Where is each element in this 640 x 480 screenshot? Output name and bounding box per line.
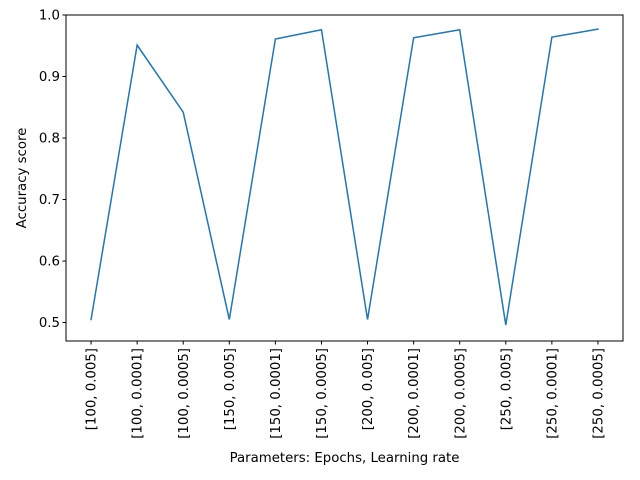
x-axis-label: Parameters: Epochs, Learning rate bbox=[230, 451, 460, 466]
x-tick-label: [250, 0.005] bbox=[499, 348, 514, 430]
y-tick-label: 0.7 bbox=[39, 193, 60, 208]
x-tick-label: [100, 0.0001] bbox=[131, 348, 146, 439]
axes-frame bbox=[65, 14, 624, 342]
y-tick-label: 0.8 bbox=[39, 132, 60, 147]
x-tick-label: [100, 0.005] bbox=[85, 348, 100, 430]
plot-area bbox=[90, 28, 599, 326]
y-axis-ticks: 0.5 0.6 0.7 0.8 0.9 1.0 bbox=[39, 9, 66, 331]
x-tick-label: [250, 0.0005] bbox=[592, 348, 607, 439]
x-tick-label: [200, 0.0001] bbox=[407, 348, 422, 439]
y-tick-label: 1.0 bbox=[39, 9, 60, 24]
x-tick-label: [200, 0.005] bbox=[361, 348, 376, 430]
series-line bbox=[90, 28, 599, 326]
x-tick-label: [200, 0.0005] bbox=[453, 348, 468, 439]
x-tick-label: [250, 0.0001] bbox=[545, 348, 560, 439]
x-tick-label: [150, 0.0005] bbox=[315, 348, 330, 439]
x-tick-label: [150, 0.0001] bbox=[269, 348, 284, 439]
y-tick-label: 0.9 bbox=[39, 70, 60, 85]
x-tick-label: [100, 0.0005] bbox=[177, 348, 192, 439]
y-tick-label: 0.5 bbox=[39, 316, 60, 331]
x-axis-ticks: [100, 0.005] [100, 0.0001] [100, 0.0005] [1… bbox=[85, 341, 607, 439]
y-tick-label: 0.6 bbox=[39, 255, 60, 270]
x-tick-label: [150, 0.005] bbox=[223, 348, 238, 430]
y-axis-label: Accuracy score bbox=[15, 128, 30, 229]
